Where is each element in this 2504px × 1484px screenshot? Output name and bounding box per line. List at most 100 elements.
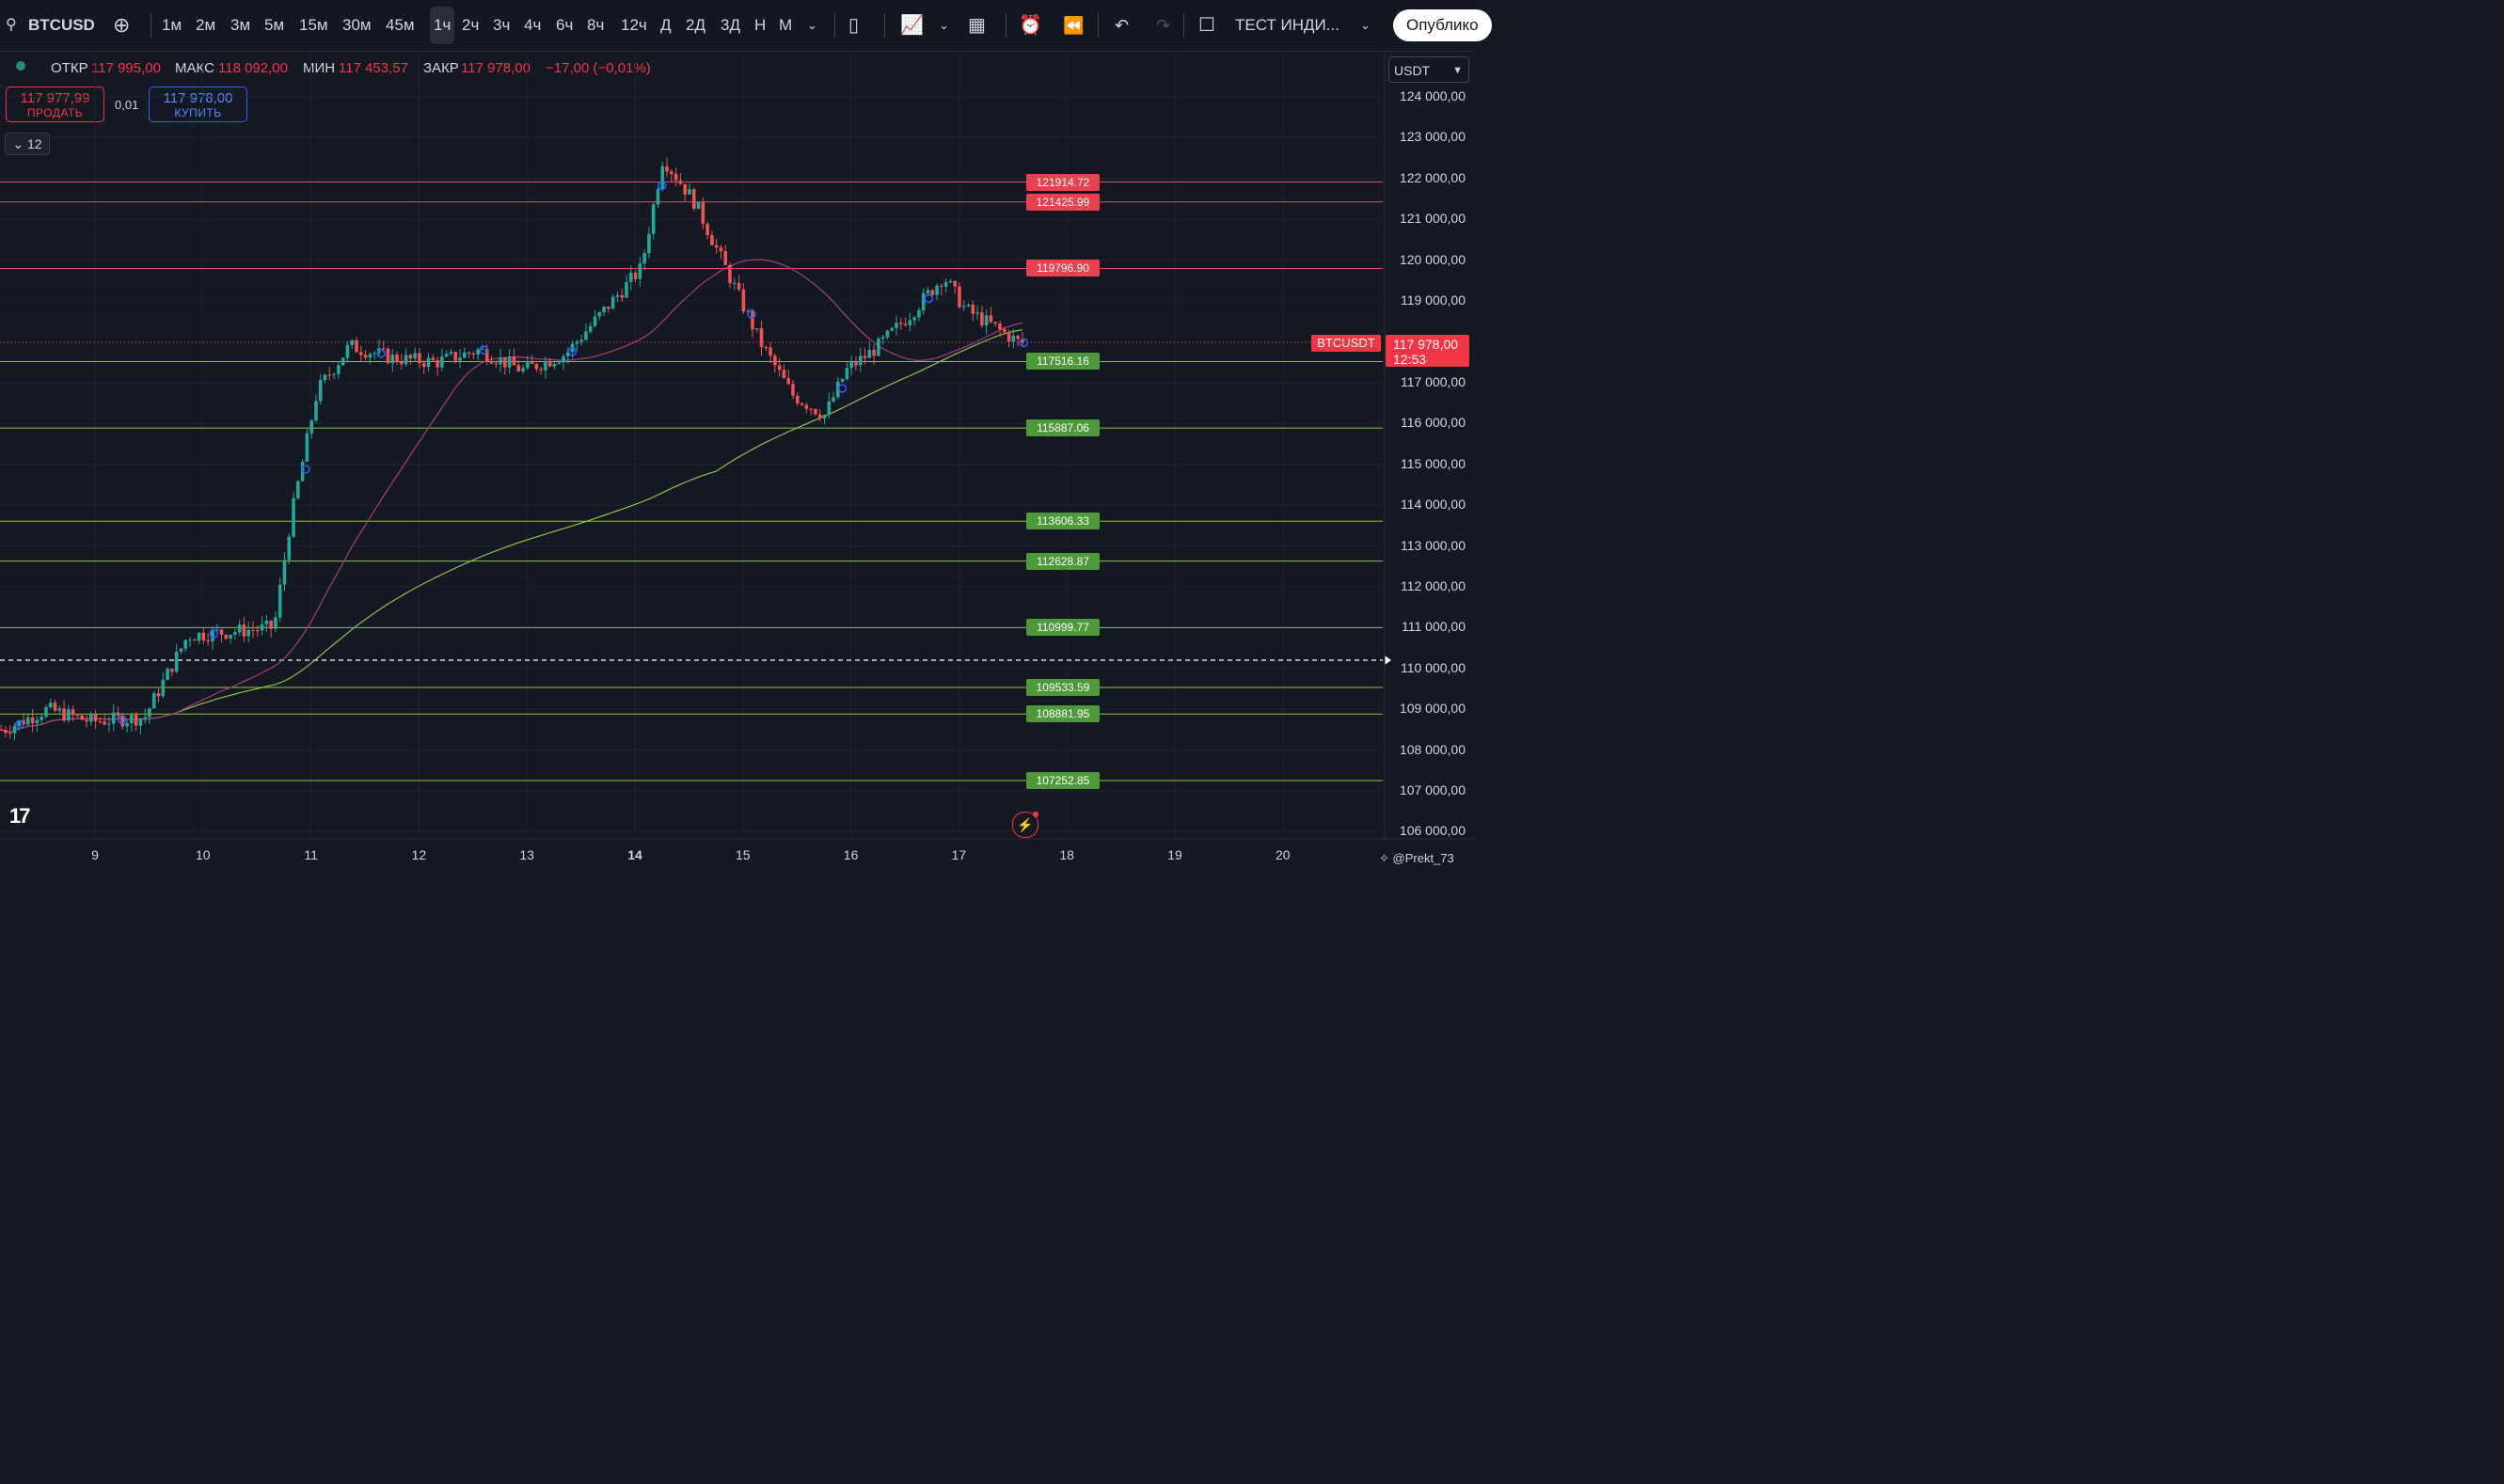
timeframe-10[interactable]: 4ч xyxy=(524,16,542,34)
support-level-tag[interactable]: 108881.95 xyxy=(1026,705,1100,723)
candle-body xyxy=(156,693,161,697)
timeframe-15[interactable]: 2Д xyxy=(686,16,705,34)
support-level-tag[interactable]: 110999.77 xyxy=(1026,619,1100,637)
timeframe-12[interactable]: 8ч xyxy=(587,16,605,34)
time-tick-label: 12 xyxy=(411,847,427,862)
timeframe-9[interactable]: 3ч xyxy=(493,16,511,34)
support-level-tag[interactable]: 115887.06 xyxy=(1026,419,1100,437)
indicators-icon[interactable]: 📈 xyxy=(900,15,924,36)
time-tick-label: 18 xyxy=(1059,847,1074,862)
candle-body xyxy=(714,245,719,248)
timeframe-17[interactable]: Н xyxy=(754,16,767,34)
candle-body xyxy=(494,363,499,365)
sell-button[interactable]: 117 977,99 ПРОДАТЬ xyxy=(6,87,104,122)
candle-body xyxy=(120,715,125,727)
support-level-tag[interactable]: 109533.59 xyxy=(1026,678,1100,696)
collapse-indicators-button[interactable]: ⌄ 12 xyxy=(5,133,50,155)
lightning-icon[interactable]: ⚡ xyxy=(1012,812,1038,838)
status-dot-icon xyxy=(16,61,25,71)
currency-select[interactable]: USDT ▼ xyxy=(1388,56,1469,83)
price-tick-label: 113 000,00 xyxy=(1400,537,1466,553)
timeframe-3[interactable]: 5м xyxy=(264,16,285,34)
candle-body xyxy=(525,361,530,369)
layout-grid-icon[interactable]: ▦ xyxy=(968,15,986,36)
price-tick-label: 121 000,00 xyxy=(1399,211,1466,227)
timeframe-7[interactable]: 1ч xyxy=(430,7,455,44)
candle-body xyxy=(552,363,557,367)
candle-body xyxy=(651,204,656,234)
resistance-level-tag[interactable]: 121425.99 xyxy=(1026,193,1100,211)
candle-body xyxy=(305,433,309,463)
buy-button[interactable]: 117 978,00 КУПИТЬ xyxy=(149,87,247,122)
time-tick-label: 9 xyxy=(91,847,99,862)
buy-price: 117 978,00 xyxy=(163,90,233,106)
timeframe-8[interactable]: 2ч xyxy=(462,16,480,34)
candle-body xyxy=(237,624,242,633)
alert-clock-icon[interactable]: ⏰ xyxy=(1019,15,1042,36)
publish-button[interactable]: Опублико xyxy=(1393,9,1492,41)
price-tick-label: 116 000,00 xyxy=(1400,415,1466,431)
timeframe-2[interactable]: 3м xyxy=(230,16,251,34)
candle-body xyxy=(728,265,732,284)
resistance-level-tag[interactable]: 121914.72 xyxy=(1026,173,1100,191)
timeframe-6[interactable]: 45м xyxy=(386,16,415,34)
candle-body xyxy=(705,224,709,236)
tradingview-logo-icon[interactable]: 17 xyxy=(9,804,31,828)
candle-body xyxy=(593,316,597,326)
candle-body xyxy=(512,356,516,366)
candle-body xyxy=(926,290,930,293)
redo-icon[interactable]: ↷ xyxy=(1156,16,1171,35)
candle-body xyxy=(656,189,660,205)
candles-icon[interactable]: ▯ xyxy=(848,15,860,36)
support-level-tag[interactable]: 113606.33 xyxy=(1026,513,1100,530)
timeframe-1[interactable]: 2м xyxy=(196,16,216,34)
add-symbol-icon[interactable]: ⊕ xyxy=(113,13,131,37)
timeframe-5[interactable]: 30м xyxy=(342,16,372,34)
timeframe-14[interactable]: Д xyxy=(660,16,672,34)
timeframe-18[interactable]: М xyxy=(779,16,793,34)
chevron-down-icon[interactable]: ⌄ xyxy=(1360,18,1371,32)
undo-icon[interactable]: ↶ xyxy=(1115,16,1130,35)
candle-body xyxy=(898,323,903,324)
candle-body xyxy=(242,624,246,637)
search-icon[interactable]: ⚲ xyxy=(6,17,17,33)
chevron-down-icon[interactable]: ⌄ xyxy=(807,18,817,32)
candle-body xyxy=(791,384,795,396)
symbol-search[interactable]: BTCUSD xyxy=(28,16,95,34)
candlestick-series xyxy=(0,157,1024,741)
timeframe-16[interactable]: 3Д xyxy=(721,16,740,34)
timeframe-13[interactable]: 12ч xyxy=(621,16,647,34)
candle-body xyxy=(817,414,822,419)
candle-body xyxy=(930,290,935,295)
bar-countdown: 12:53 xyxy=(1393,352,1427,367)
candle-body xyxy=(575,341,579,344)
candle-body xyxy=(467,352,471,354)
resistance-level-tag[interactable]: 119796.90 xyxy=(1026,260,1100,277)
price-tick-label: 106 000,00 xyxy=(1399,823,1466,839)
candle-body xyxy=(292,497,295,537)
replay-icon[interactable]: ⏪ xyxy=(1063,16,1085,35)
candle-body xyxy=(678,180,683,184)
support-level-tag[interactable]: 112628.87 xyxy=(1026,552,1100,570)
price-tick-label: 110 000,00 xyxy=(1400,659,1466,675)
support-level-tag[interactable]: 107252.85 xyxy=(1026,771,1100,789)
support-level-tag[interactable]: 117516.16 xyxy=(1026,353,1100,371)
candle-body xyxy=(701,202,705,225)
time-tick-label: 13 xyxy=(519,847,534,862)
candle-body xyxy=(138,718,143,726)
candle-body xyxy=(130,714,134,723)
candle-body xyxy=(674,174,678,181)
candle-body xyxy=(953,280,957,287)
author-watermark: ✧ @Prekt_73 xyxy=(1379,851,1454,865)
candle-body xyxy=(350,339,355,345)
timeframe-11[interactable]: 6ч xyxy=(556,16,574,34)
price-chart[interactable] xyxy=(0,0,1475,874)
candle-body xyxy=(332,373,336,375)
indicator-template[interactable]: ТЕСТ ИНДИ... xyxy=(1235,16,1339,34)
candle-body xyxy=(471,353,476,355)
candle-body xyxy=(562,355,565,363)
timeframe-0[interactable]: 1м xyxy=(162,16,182,34)
checkbox-icon[interactable]: ☐ xyxy=(1198,15,1215,36)
chevron-down-icon[interactable]: ⌄ xyxy=(939,18,949,32)
timeframe-4[interactable]: 15м xyxy=(299,16,328,34)
